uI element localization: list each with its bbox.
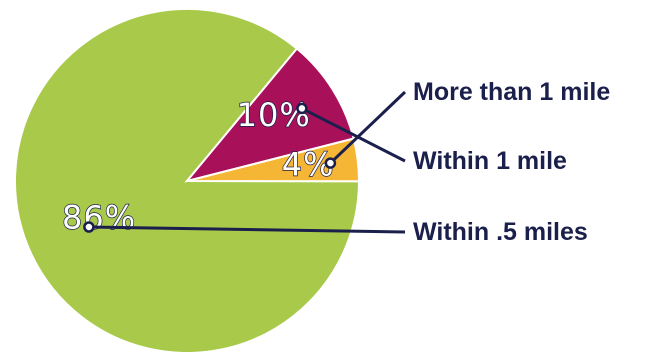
percent-label-within-5-miles: 86% — [62, 199, 136, 237]
leader-line-within-1-mile — [301, 107, 406, 163]
percent-label-within-1-mile: 10% — [237, 96, 311, 134]
legend-label-within-5-miles: Within .5 miles — [413, 218, 588, 246]
leader-dot-within-5-miles — [83, 221, 95, 233]
leader-dot-within-1-mile — [296, 102, 308, 115]
legend-label-within-1-mile: Within 1 mile — [413, 147, 567, 175]
legend-labels-layer: Within .5 miles More than 1 mile Within 1 … — [413, 78, 610, 246]
leader-line-more-than-1-mile — [329, 90, 407, 165]
slices-layer — [14, 7, 361, 354]
legend-label-more-than-1-mile: More than 1 mile — [413, 78, 610, 106]
leader-line-within-5-miles — [88, 225, 406, 234]
leader-dot-more-than-1-mile — [324, 157, 337, 169]
leader-lines-layer — [83, 90, 407, 234]
percent-labels-layer: 86%4%10% — [61, 95, 334, 237]
